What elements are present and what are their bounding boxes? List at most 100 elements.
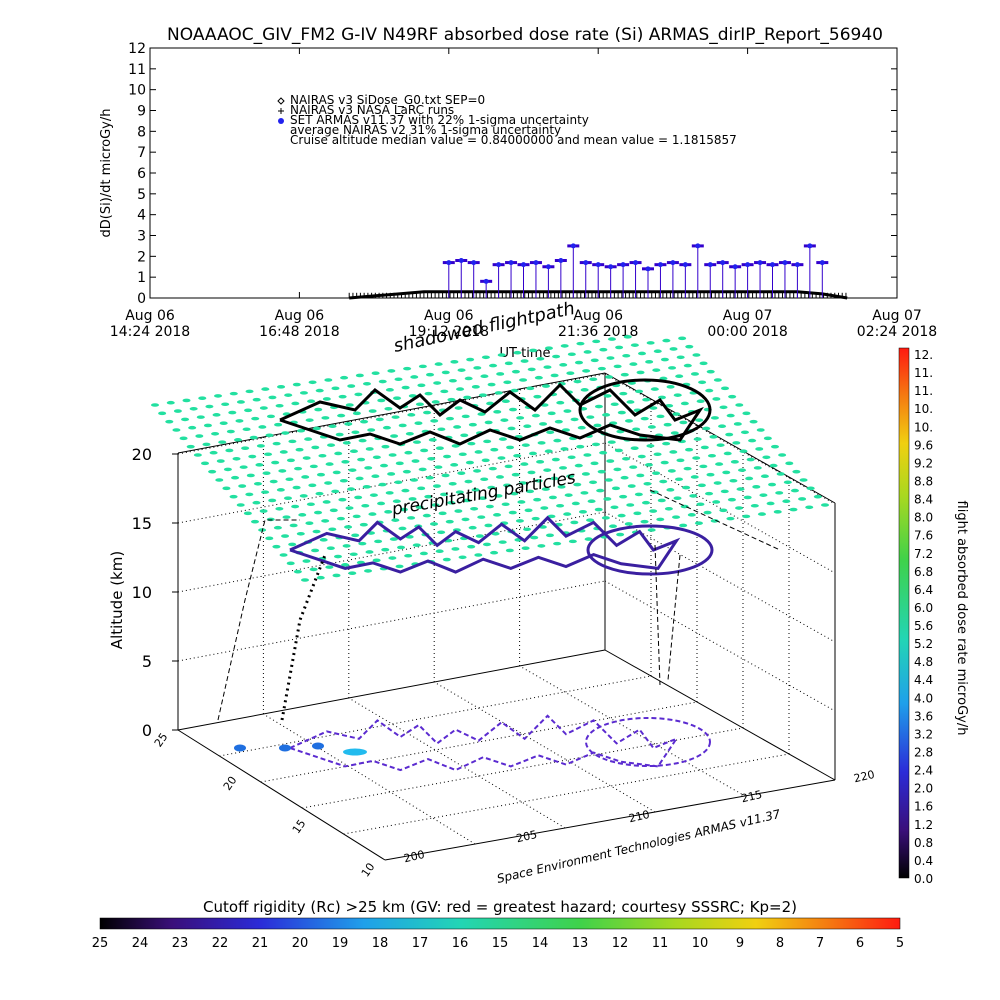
rigidity-colorbar-title: Cutoff rigidity (Rc) >25 km (GV: red = g…	[203, 898, 797, 916]
particle-dash	[664, 506, 673, 511]
particle-dash	[626, 503, 635, 507]
particle-dash	[454, 406, 463, 410]
particle-dash	[700, 445, 709, 450]
particle-dash	[536, 460, 545, 464]
particle-dash	[351, 533, 360, 538]
particle-dash	[620, 475, 629, 480]
particle-dash	[527, 367, 536, 372]
particle-dash	[474, 450, 483, 454]
particle-dash	[673, 393, 682, 397]
particle-dash	[563, 512, 572, 516]
particle-dash	[329, 508, 338, 513]
particle-dash	[166, 400, 175, 405]
top-x-tick-label-date: Aug 06	[125, 308, 175, 324]
particle-dash	[410, 478, 419, 482]
particle-dash	[283, 496, 292, 500]
particle-dash	[682, 485, 691, 490]
particle-dash	[693, 437, 702, 441]
particle-dash	[573, 379, 582, 384]
particle-dash	[647, 528, 656, 532]
particle-dash	[390, 434, 399, 438]
particle-dash	[221, 402, 230, 407]
rigidity-colorbar-tick-label: 20	[292, 936, 309, 951]
rigidity-colorbar-tick-label: 23	[172, 936, 189, 951]
dose-colorbar-tick-label: 5.2	[914, 637, 933, 651]
particle-dash	[314, 510, 323, 515]
particle-dash	[521, 443, 530, 447]
particle-dash	[226, 429, 235, 434]
particle-dash	[510, 388, 519, 393]
particle-dash	[401, 385, 410, 390]
particle-dash	[291, 504, 300, 509]
particle-dash	[768, 482, 777, 487]
particle-dash	[209, 450, 218, 455]
particle-dash	[574, 360, 583, 365]
particle-dash	[447, 500, 456, 505]
particle-dash	[556, 400, 565, 405]
particle-dash	[235, 419, 244, 423]
particle-dash	[304, 437, 313, 441]
particle-dash	[656, 414, 665, 419]
flight-3d-view: 0 5 10 15 20 200 205 210 215 220 10 15 20 25 Altitu…	[108, 298, 876, 886]
particle-dash	[620, 372, 629, 377]
particle-dash	[341, 563, 350, 567]
dose-colorbar-tick-label: 4.0	[914, 691, 933, 705]
particle-dash	[202, 442, 211, 447]
particle-dash	[336, 516, 345, 521]
particle-dash	[392, 499, 401, 504]
particle-dash	[552, 354, 561, 359]
particle-dash	[251, 519, 259, 524]
particle-dash	[407, 413, 416, 417]
particle-dash	[314, 407, 323, 412]
particle-dash	[458, 452, 467, 457]
particle-dash	[669, 450, 678, 454]
particle-dash	[683, 466, 692, 471]
particle-dash	[358, 438, 367, 443]
particle-dash	[603, 394, 612, 398]
top-y-tick-label: 10	[128, 83, 146, 99]
top-x-tick-label-time: 02:24 2018	[857, 324, 937, 340]
particle-dash	[771, 444, 779, 449]
particle-dash	[273, 525, 282, 530]
particle-dash	[505, 548, 514, 553]
particle-dash	[760, 474, 769, 479]
altitude-axis-label: Altitude (km)	[108, 551, 126, 649]
particle-dash	[736, 487, 745, 491]
particle-dash	[349, 552, 358, 557]
particle-dash	[550, 476, 559, 481]
particle-dash	[372, 558, 381, 563]
particle-dash	[740, 430, 749, 435]
particle-dash	[678, 336, 687, 341]
particle-dash	[201, 461, 209, 466]
particle-dash	[473, 366, 482, 370]
longitude-tick-label: 205	[515, 828, 538, 845]
particle-dash	[361, 503, 370, 508]
particle-dash	[529, 348, 538, 353]
particle-dash	[246, 473, 255, 478]
particle-dash	[388, 556, 397, 560]
3d-box-frame	[177, 372, 836, 861]
particle-dash	[355, 373, 364, 378]
particle-dash	[193, 453, 202, 457]
particle-dash	[326, 546, 335, 550]
top-x-tick-label-date: Aug 07	[872, 308, 922, 324]
particle-dash	[547, 514, 556, 519]
particle-dash	[617, 410, 626, 415]
particle-dash	[710, 519, 719, 523]
particle-dash	[640, 519, 649, 524]
particle-dash	[369, 493, 378, 497]
grid-back-horizontal	[177, 580, 606, 662]
particle-dash	[435, 446, 444, 450]
particle-dash	[461, 414, 470, 419]
particle-dash	[258, 425, 267, 429]
top-y-tick-label: 2	[137, 249, 146, 265]
particle-dash	[286, 458, 295, 463]
rigidity-colorbar-tick-label: 21	[252, 936, 269, 951]
particle-dash	[506, 445, 515, 450]
particle-dash	[521, 546, 530, 550]
particle-dash	[269, 479, 278, 484]
particle-dash	[324, 481, 333, 485]
particle-dash	[638, 351, 647, 356]
particle-dash	[720, 489, 729, 494]
particle-dash	[471, 488, 480, 492]
